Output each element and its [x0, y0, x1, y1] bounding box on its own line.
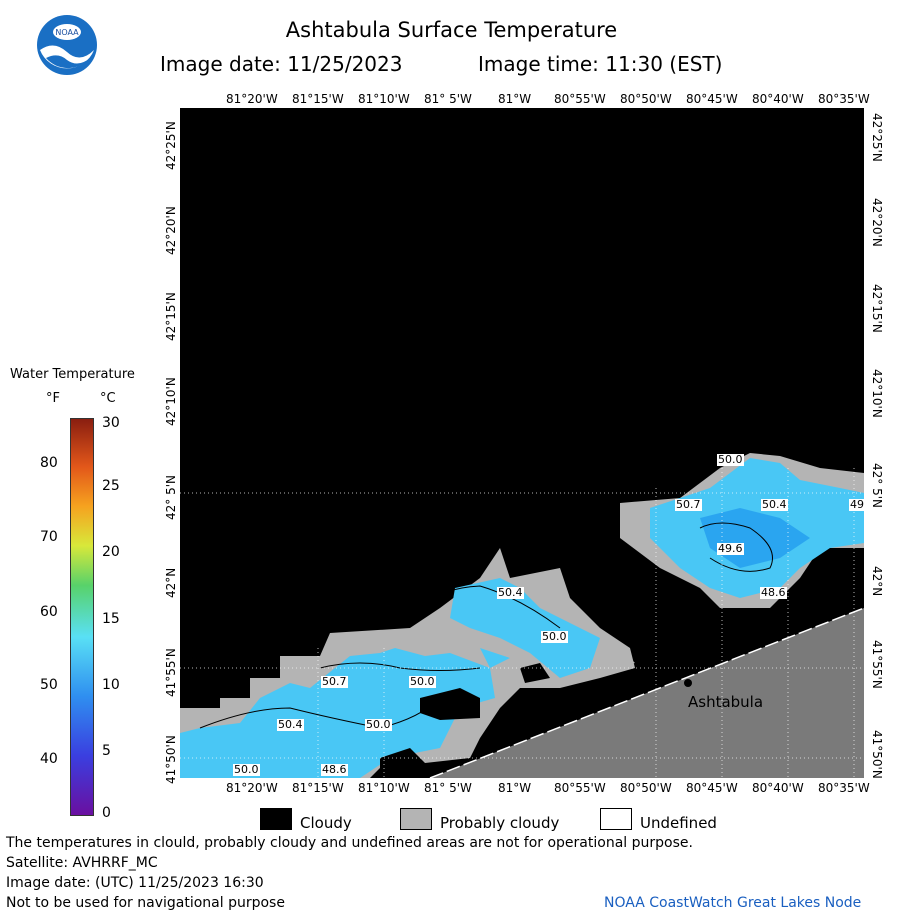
lat-tick-left: 41°50'N	[164, 735, 178, 784]
f-tick: 40	[40, 751, 58, 767]
image-date: Image date: 11/25/2023	[160, 52, 403, 76]
f-tick: 70	[40, 529, 58, 545]
lat-tick-right: 41°50'N	[870, 730, 884, 779]
contour-label: 50.7	[675, 498, 702, 511]
lon-tick-top: 80°50'W	[620, 92, 672, 106]
c-tick: 15	[102, 611, 120, 627]
lon-tick-top: 81°20'W	[226, 92, 278, 106]
lon-tick-bottom: 81° 5'W	[424, 781, 472, 795]
contour-label: 48.6	[760, 586, 787, 599]
lon-tick-top: 81° 5'W	[424, 92, 472, 106]
lat-tick-right: 42° 5'N	[870, 463, 884, 508]
lon-tick-bottom: 81°10'W	[358, 781, 410, 795]
lat-tick-right: 42°10'N	[870, 369, 884, 418]
contour-label: 50.0	[409, 675, 436, 688]
contour-label: 48.6	[321, 763, 348, 776]
footer-disclaimer: The temperatures in clould, probably clo…	[6, 835, 693, 851]
lat-tick-left: 42°10'N	[164, 377, 178, 426]
footer-utc-date: Image date: (UTC) 11/25/2023 16:30	[6, 875, 264, 891]
footer-navigation: Not to be used for navigational purpose	[6, 895, 285, 911]
lat-tick-left: 42°N	[164, 567, 178, 598]
contour-label: 50.7	[321, 675, 348, 688]
city-label: Ashtabula	[688, 693, 764, 711]
lat-tick-left: 42°20'N	[164, 206, 178, 255]
unit-celsius: °C	[100, 391, 116, 406]
lon-tick-top: 80°55'W	[554, 92, 606, 106]
f-tick: 60	[40, 604, 58, 620]
lon-tick-bottom: 81°15'W	[292, 781, 344, 795]
lon-tick-top: 81°15'W	[292, 92, 344, 106]
probably-cloudy-swatch	[400, 808, 432, 830]
lon-tick-bottom: 80°45'W	[686, 781, 738, 795]
lon-tick-top: 81°W	[498, 92, 532, 106]
color-scale-bar	[70, 418, 94, 816]
f-tick: 50	[40, 677, 58, 693]
undefined-label: Undefined	[640, 814, 717, 832]
lat-tick-right: 42°20'N	[870, 198, 884, 247]
lon-tick-bottom: 80°35'W	[818, 781, 870, 795]
c-tick: 30	[102, 415, 120, 431]
contour-label: 50.4	[497, 586, 524, 599]
page-title: Ashtabula Surface Temperature	[285, 18, 618, 42]
probably-cloudy-label: Probably cloudy	[440, 814, 560, 832]
lat-tick-right: 42°25'N	[870, 113, 884, 162]
lat-tick-left: 41°55'N	[164, 648, 178, 697]
c-tick: 10	[102, 677, 120, 693]
unit-fahrenheit: °F	[46, 391, 60, 406]
lon-tick-bottom: 81°W	[498, 781, 532, 795]
noaa-logo: NOAA	[37, 15, 97, 75]
c-tick: 5	[102, 743, 111, 759]
lon-tick-bottom: 81°20'W	[226, 781, 278, 795]
undefined-swatch	[600, 808, 632, 830]
contour-label: 50.0	[717, 453, 744, 466]
contour-label: 50.0	[541, 630, 568, 643]
lat-tick-right: 41°55'N	[870, 640, 884, 689]
contour-label: 50.4	[277, 718, 304, 731]
contour-label: 50.0	[233, 763, 260, 776]
cloudy-swatch	[260, 808, 292, 830]
contour-label: 49.6	[717, 542, 744, 555]
image-time: Image time: 11:30 (EST)	[478, 52, 723, 76]
lat-tick-left: 42°25'N	[164, 121, 178, 170]
temperature-map: 50.0 50.7 50.4 49 49.6 48.6 50.4 50.0 50…	[180, 108, 864, 778]
lon-tick-top: 81°10'W	[358, 92, 410, 106]
footer-satellite: Satellite: AVHRRF_MC	[6, 855, 158, 871]
contour-label: 50.0	[365, 718, 392, 731]
lon-tick-top: 80°45'W	[686, 92, 738, 106]
c-tick: 0	[102, 805, 111, 821]
lon-tick-bottom: 80°40'W	[752, 781, 804, 795]
lat-tick-left: 42°15'N	[164, 292, 178, 341]
cloudy-label: Cloudy	[300, 814, 352, 832]
lon-tick-top: 80°35'W	[818, 92, 870, 106]
f-tick: 80	[40, 455, 58, 471]
lat-tick-right: 42°15'N	[870, 284, 884, 333]
lon-tick-bottom: 80°55'W	[554, 781, 606, 795]
city-marker	[684, 679, 692, 687]
lat-tick-right: 42°N	[870, 566, 884, 597]
lon-tick-top: 80°40'W	[752, 92, 804, 106]
lon-tick-bottom: 80°50'W	[620, 781, 672, 795]
lat-tick-left: 42° 5'N	[164, 475, 178, 520]
c-tick: 20	[102, 544, 120, 560]
logo-text: NOAA	[55, 28, 79, 37]
contour-label: 49	[849, 498, 864, 511]
c-tick: 25	[102, 478, 120, 494]
legend-title: Water Temperature	[10, 367, 135, 382]
footer-credit: NOAA CoastWatch Great Lakes Node	[604, 895, 862, 911]
contour-label: 50.4	[761, 498, 788, 511]
